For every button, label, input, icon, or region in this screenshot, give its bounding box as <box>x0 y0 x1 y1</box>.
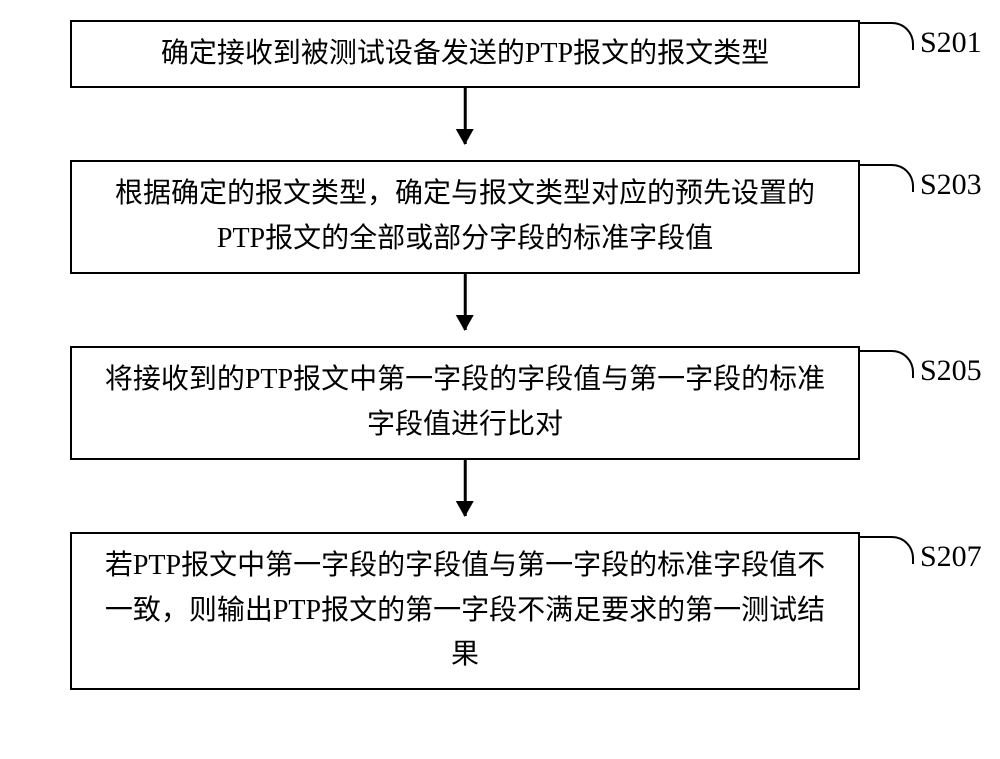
arrow-3 <box>464 460 467 516</box>
connector-s203 <box>860 164 914 192</box>
step-text-s205: 将接收到的PTP报文中第一字段的字段值与第一字段的标准字段值进行比对 <box>100 358 830 448</box>
step-box-s207: 若PTP报文中第一字段的字段值与第一字段的标准字段值不一致，则输出PTP报文的第… <box>70 532 860 690</box>
step-box-s201: 确定接收到被测试设备发送的PTP报文的报文类型 <box>70 20 860 88</box>
step-box-s203: 根据确定的报文类型，确定与报文类型对应的预先设置的PTP报文的全部或部分字段的标… <box>70 160 860 274</box>
connector-s201 <box>860 22 914 50</box>
step-text-s207: 若PTP报文中第一字段的字段值与第一字段的标准字段值不一致，则输出PTP报文的第… <box>100 544 830 678</box>
label-s205: S205 <box>920 354 982 388</box>
label-s203: S203 <box>920 168 982 202</box>
step-text-s203: 根据确定的报文类型，确定与报文类型对应的预先设置的PTP报文的全部或部分字段的标… <box>100 172 830 262</box>
arrow-1 <box>464 88 467 144</box>
label-s207: S207 <box>920 540 982 574</box>
step-box-s205: 将接收到的PTP报文中第一字段的字段值与第一字段的标准字段值进行比对 <box>70 346 860 460</box>
arrow-2 <box>464 274 467 330</box>
connector-s205 <box>860 350 914 378</box>
label-s201: S201 <box>920 26 982 60</box>
step-text-s201: 确定接收到被测试设备发送的PTP报文的报文类型 <box>161 32 769 77</box>
connector-s207 <box>860 536 914 564</box>
